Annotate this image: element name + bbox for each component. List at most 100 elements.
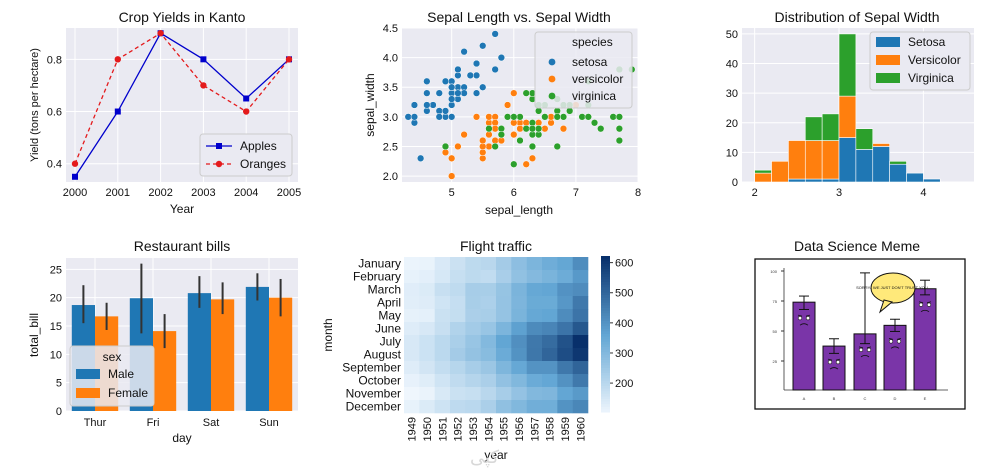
heat-cell bbox=[496, 374, 512, 388]
crop-point-oranges bbox=[71, 160, 79, 167]
hist-bar-setosa bbox=[889, 163, 907, 183]
heat-cell bbox=[496, 335, 512, 349]
heat-col-label: 1959 bbox=[560, 417, 572, 441]
hist-bar-virginica bbox=[821, 113, 840, 141]
sepal-point-virginica bbox=[522, 89, 530, 97]
tips-legend: sex Male Female bbox=[69, 345, 155, 407]
sepal-point-setosa bbox=[497, 53, 506, 62]
sepal-point-virginica bbox=[510, 160, 518, 168]
meme-eye bbox=[888, 339, 894, 344]
sepal-point-setosa bbox=[410, 113, 419, 121]
meme-mouth bbox=[890, 346, 900, 349]
hist-bar-virginica bbox=[889, 160, 907, 165]
colorbar-step bbox=[601, 315, 610, 319]
heat-cell bbox=[572, 309, 589, 323]
heat-col-label: 1955 bbox=[499, 417, 511, 441]
colorbar-step bbox=[601, 357, 610, 361]
legend-female-swatch bbox=[76, 388, 100, 398]
heat-cell bbox=[404, 361, 420, 375]
hist-bar-setosa bbox=[923, 178, 941, 183]
heat-cell bbox=[526, 348, 543, 362]
colorbar-step bbox=[601, 362, 610, 366]
heat-cell bbox=[572, 335, 589, 349]
colorbar-step bbox=[601, 302, 610, 306]
tips-ytick: 10 bbox=[50, 349, 62, 361]
crop-xtick: 2001 bbox=[106, 187, 130, 199]
sepal-legend-box bbox=[534, 31, 633, 109]
sepal-point-setosa bbox=[472, 89, 481, 97]
sepal-ytick: 3.5 bbox=[383, 82, 398, 94]
heat-cell bbox=[419, 283, 435, 297]
tips-ylabel: total_bill bbox=[27, 313, 41, 357]
hist-ytick: 30 bbox=[726, 88, 738, 100]
sepal-point-setosa bbox=[441, 107, 450, 115]
heat-cell bbox=[542, 348, 558, 362]
colorbar-step bbox=[601, 352, 610, 356]
sepal-point-versicolor bbox=[547, 113, 555, 121]
sepal-point-setosa bbox=[454, 89, 462, 97]
meme-mouth bbox=[799, 323, 809, 326]
heat-cell bbox=[526, 322, 543, 336]
meme-xtick: B bbox=[833, 396, 836, 401]
colorbar-step bbox=[601, 256, 610, 260]
sepal-xlabel: sepal_length bbox=[485, 203, 553, 217]
heat-cell bbox=[450, 361, 466, 375]
hist-bar-versicolor bbox=[804, 140, 823, 180]
tips-bar-male bbox=[245, 286, 269, 411]
heat-cell bbox=[542, 283, 558, 297]
colorbar-step bbox=[601, 360, 610, 364]
meme-bubble-text: SORRY.. WE JUST DON'T TRUST YOU.. bbox=[856, 285, 930, 290]
heat-col-label: 1952 bbox=[453, 417, 465, 441]
crop-line-apples bbox=[74, 32, 290, 178]
heat-cell bbox=[526, 361, 543, 375]
heat-cell bbox=[450, 387, 466, 401]
sepal-point-versicolor bbox=[541, 125, 549, 133]
heat-col-label: 1958 bbox=[545, 417, 557, 441]
heat-row-label: October bbox=[358, 374, 401, 388]
meme-mouth bbox=[860, 354, 870, 358]
colorbar-step bbox=[601, 323, 610, 327]
sepal-point-virginica bbox=[597, 125, 605, 133]
heat-cell bbox=[404, 270, 420, 284]
heat-cell bbox=[572, 283, 589, 297]
sepal-point-virginica bbox=[590, 119, 599, 127]
heat-cell bbox=[434, 335, 451, 349]
sepal-point-versicolor bbox=[510, 89, 518, 97]
heat-cell bbox=[496, 309, 512, 323]
heat-cell bbox=[404, 400, 420, 414]
hist-legend: Setosa Versicolor Virginica bbox=[869, 31, 971, 91]
colorbar-step bbox=[601, 292, 610, 296]
colorbar-step bbox=[601, 396, 610, 400]
sepal-ylabel: sepal_width bbox=[363, 73, 377, 136]
crop-point-oranges bbox=[200, 82, 207, 89]
heat-cell bbox=[450, 296, 466, 310]
heat-cell bbox=[572, 296, 589, 310]
heat-cell bbox=[465, 270, 481, 284]
flights-title: Flight traffic bbox=[460, 238, 532, 254]
sepal-point-virginica bbox=[441, 142, 450, 151]
heat-cell bbox=[557, 361, 573, 375]
crop-xtick: 2000 bbox=[63, 187, 87, 199]
legend-virginica-marker bbox=[548, 92, 556, 100]
legend-versicolor-hist-label: Versicolor bbox=[908, 53, 961, 67]
hist-bar-virginica bbox=[855, 128, 874, 150]
colorbar-step bbox=[601, 276, 610, 280]
colorbar-step bbox=[601, 409, 610, 413]
sepal-legend-title: species bbox=[572, 35, 613, 49]
colorbar-step bbox=[601, 401, 610, 405]
heat-row-label: August bbox=[364, 348, 402, 362]
heat-cell bbox=[465, 361, 481, 375]
colorbar-step bbox=[601, 354, 610, 358]
heat-cell bbox=[557, 270, 573, 284]
sepal-point-setosa bbox=[491, 30, 499, 38]
heat-cell bbox=[404, 348, 420, 362]
meme-brow bbox=[888, 337, 894, 340]
colorbar-step bbox=[601, 308, 610, 312]
hist-bar-versicolor bbox=[771, 160, 789, 183]
meme-brow bbox=[926, 301, 932, 304]
crop-ytick: 0.6 bbox=[47, 107, 62, 119]
heat-cell bbox=[450, 270, 466, 284]
heat-cell bbox=[480, 309, 497, 323]
heat-cell bbox=[526, 270, 543, 284]
